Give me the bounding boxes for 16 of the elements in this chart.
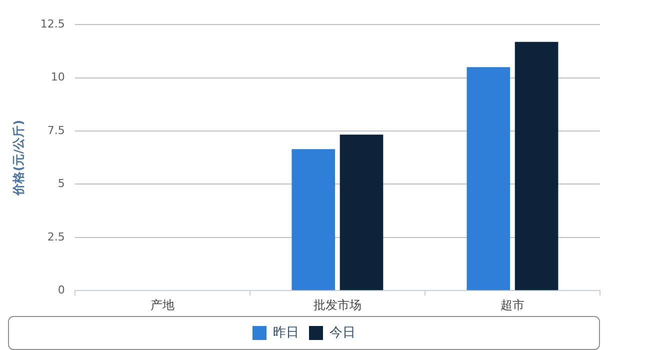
bar [466,67,510,290]
y-tick-label: 10 [50,70,65,84]
bar [514,42,558,290]
x-tick-label: 产地 [150,298,174,312]
x-tick-label: 批发市场 [313,298,362,312]
y-tick-label: 12.5 [40,17,65,30]
legend-label: 今日 [330,325,356,340]
x-tick-label: 超市 [500,298,524,312]
y-tick-label: 5 [58,177,65,190]
legend-label: 昨日 [273,325,299,340]
y-tick-label: 2.5 [47,230,65,244]
y-tick-label: 7.5 [47,124,65,137]
y-tick-label: 0 [58,283,65,296]
bar [340,134,384,290]
bar [292,149,336,290]
y-axis-title: 价格(元/公斤) [11,120,26,196]
